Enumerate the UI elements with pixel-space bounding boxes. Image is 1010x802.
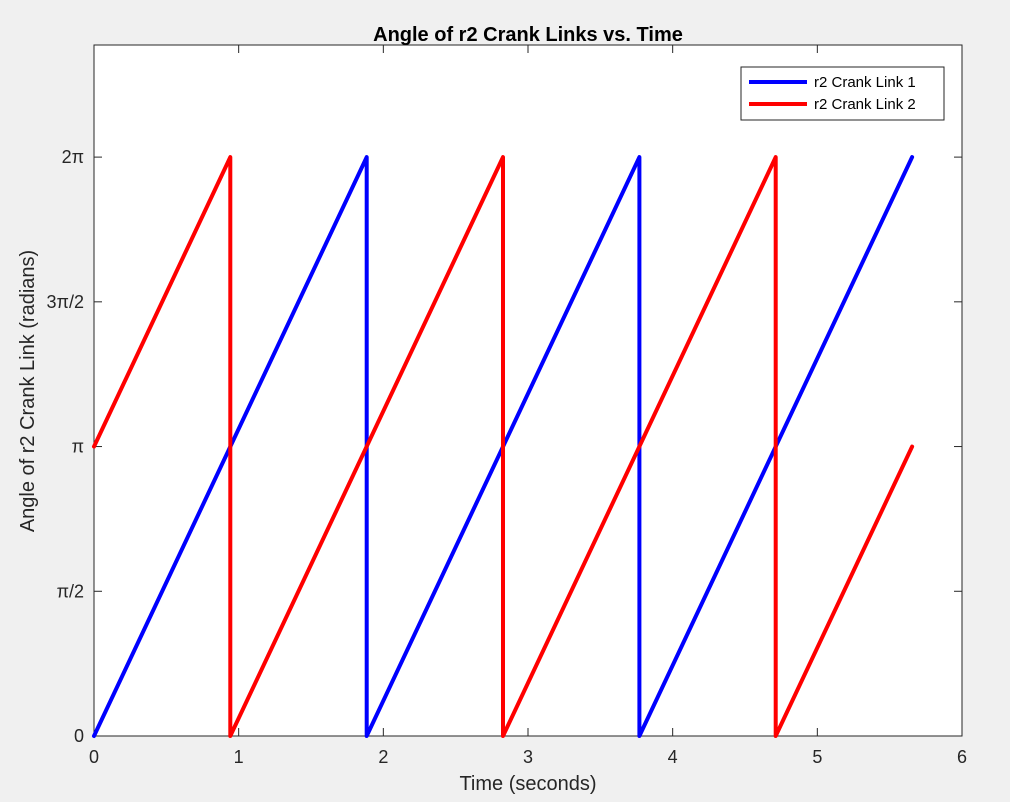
x-tick-label: 4 [668,747,678,767]
x-tick-label: 6 [957,747,967,767]
y-axis-label: Angle of r2 Crank Link (radians) [17,250,39,532]
legend: r2 Crank Link 1 r2 Crank Link 2 [740,66,945,121]
ticks-layer: 0 1 2 3 4 5 6 0 π/2 π 3π/2 2π [47,45,967,767]
x-tick-label: 2 [378,747,388,767]
y-tick-label: π/2 [57,581,84,601]
series-layer [92,155,915,738]
x-tick-label: 3 [523,747,533,767]
y-tick-label: 3π/2 [47,292,84,312]
x-tick-label: 0 [89,747,99,767]
legend-box [740,66,945,121]
chart-title: Angle of r2 Crank Links vs. Time [373,24,683,46]
y-tick-label: 2π [62,147,84,167]
x-tick-label: 5 [812,747,822,767]
y-tick-label: π [72,437,84,457]
legend-label-2: r2 Crank Link 2 [814,96,916,113]
y-tick-label: 0 [74,726,84,746]
x-axis-label: Time (seconds) [459,773,596,795]
legend-label-1: r2 Crank Link 1 [814,74,916,91]
x-tick-label: 1 [234,747,244,767]
series-line-2 [92,155,915,738]
